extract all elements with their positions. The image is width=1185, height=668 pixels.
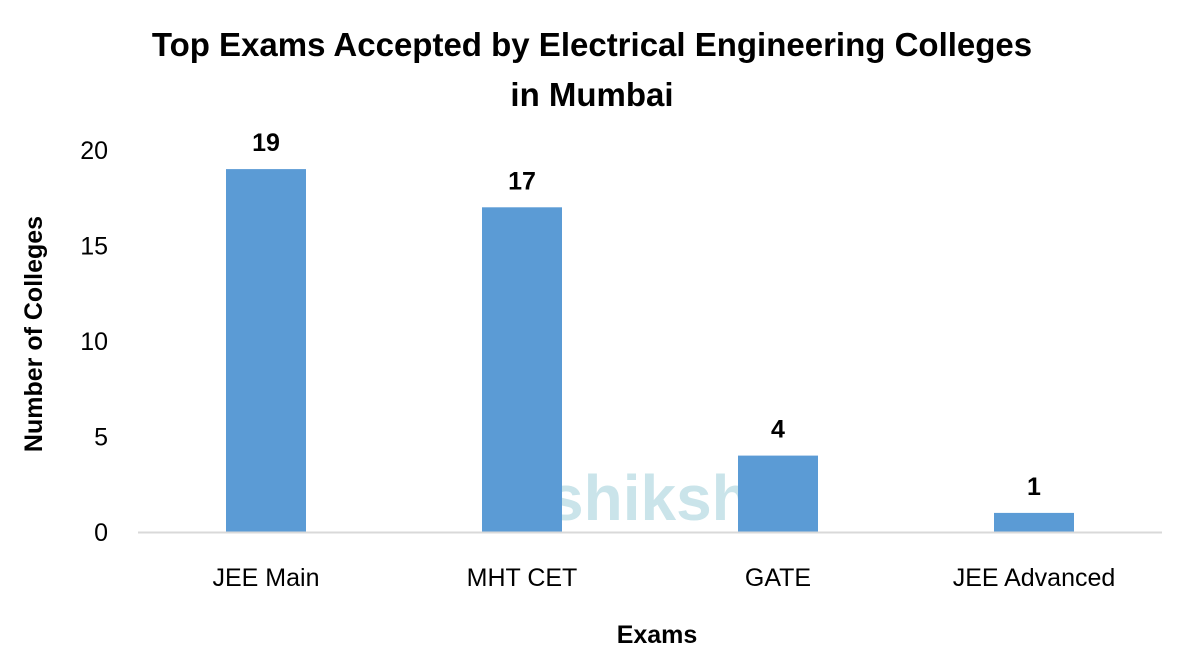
- bar-jee-advanced: [994, 512, 1074, 532]
- y-tick-label: 5: [94, 424, 108, 452]
- x-axis-title: Exams: [617, 621, 698, 649]
- y-tick-label: 15: [80, 233, 108, 261]
- y-tick-label: 0: [94, 519, 108, 547]
- x-tick-label: MHT CET: [467, 564, 578, 592]
- chart-title-line-2: in Mumbai: [510, 76, 673, 113]
- data-label: 19: [252, 129, 280, 157]
- x-tick-label: JEE Main: [213, 564, 320, 592]
- y-tick-label: 20: [80, 137, 108, 165]
- bar-gate: [738, 455, 818, 532]
- y-axis-title: Number of Colleges: [20, 216, 48, 452]
- y-tick-label: 10: [80, 328, 108, 356]
- x-tick-label: JEE Advanced: [953, 564, 1116, 592]
- data-label: 4: [771, 416, 785, 444]
- chart-title-line-1: Top Exams Accepted by Electrical Enginee…: [152, 26, 1032, 63]
- bar-mht-cet: [482, 207, 562, 533]
- data-label: 1: [1027, 473, 1041, 501]
- bar-jee-main: [226, 169, 306, 532]
- x-tick-label: GATE: [745, 564, 811, 592]
- data-label: 17: [508, 167, 536, 195]
